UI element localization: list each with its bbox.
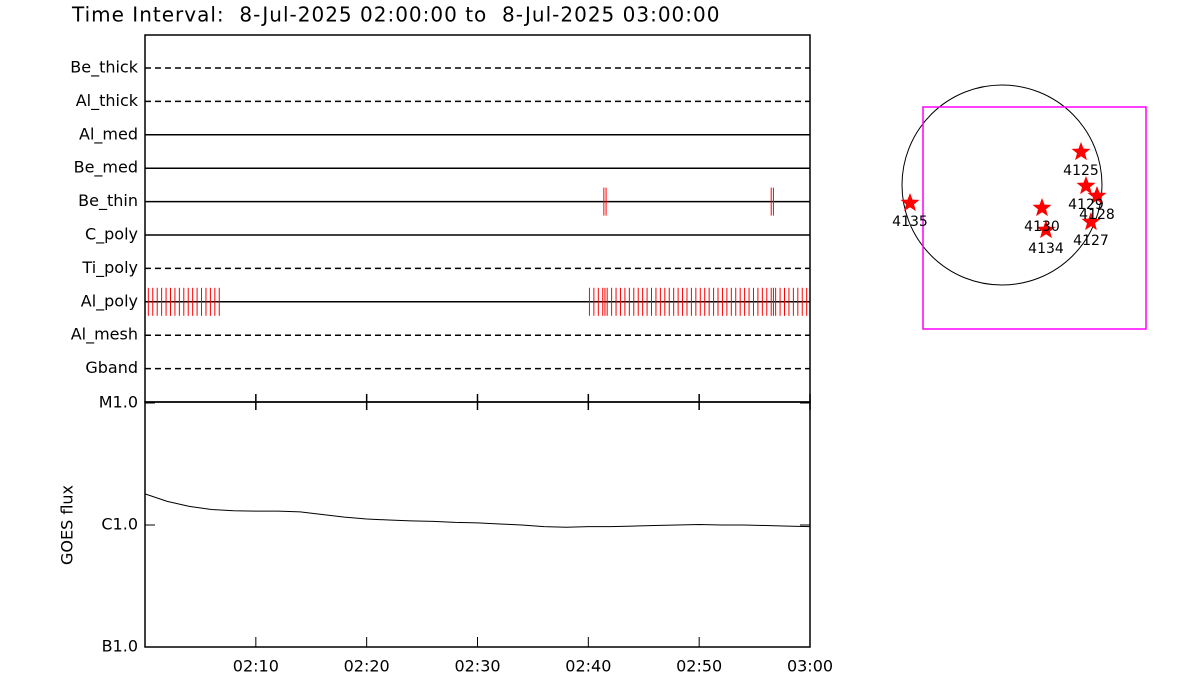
row-label: Be_thick — [70, 58, 138, 78]
region-marker — [900, 193, 920, 212]
region-marker — [1036, 220, 1056, 239]
y-tick-label: B1.0 — [102, 637, 138, 656]
x-tick-label: 02:30 — [454, 657, 500, 676]
region-label: 4125 — [1063, 163, 1099, 179]
field-of-view — [922, 106, 1147, 330]
row-label: Gband — [85, 358, 138, 377]
goes-curve — [144, 493, 811, 528]
x-tick-label: 02:40 — [565, 657, 611, 676]
x-tick-label: 03:00 — [787, 657, 833, 676]
chart-title: Time Interval: 8-Jul-2025 02:00:00 to 8-… — [71, 3, 720, 27]
region-label: 4128 — [1079, 207, 1115, 223]
row-label: C_poly — [85, 225, 138, 245]
row-label: Al_thick — [76, 91, 139, 111]
row-label: Al_poly — [81, 291, 138, 311]
solar-disk — [901, 84, 1103, 286]
y-tick-label: C1.0 — [101, 515, 138, 534]
row-label: Be_med — [74, 158, 138, 178]
row-label: Ti_poly — [81, 258, 138, 278]
region-marker — [1087, 186, 1107, 205]
region-label: 4129 — [1068, 197, 1104, 213]
region-label: 4127 — [1073, 233, 1109, 249]
row-label: Be_thin — [78, 191, 138, 211]
region-label: 4134 — [1028, 241, 1064, 257]
region-marker — [1081, 212, 1101, 231]
row-label: Al_mesh — [71, 325, 138, 345]
region-label: 4135 — [892, 214, 928, 230]
y-axis-label: GOES flux — [58, 485, 77, 565]
region-marker — [1032, 198, 1052, 217]
x-tick-label: 02:10 — [233, 657, 279, 676]
region-marker — [1071, 142, 1091, 161]
x-tick-label: 02:50 — [676, 657, 722, 676]
x-tick-label: 02:20 — [344, 657, 390, 676]
region-label: 4130 — [1024, 219, 1060, 235]
region-marker — [1076, 176, 1096, 195]
row-label: Al_med — [79, 124, 138, 144]
y-tick-label: M1.0 — [99, 393, 138, 412]
